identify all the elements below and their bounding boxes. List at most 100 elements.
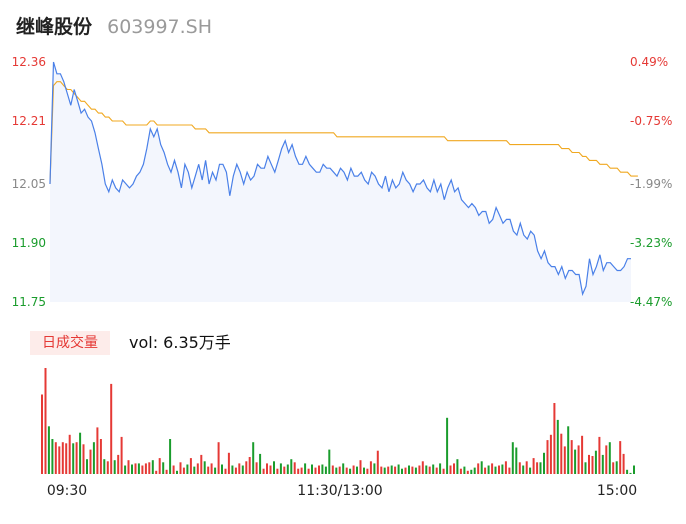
volume-bar (120, 436, 123, 474)
volume-bar (179, 462, 182, 474)
volume-bar (113, 460, 116, 474)
volume-bars-layer (41, 368, 635, 474)
volume-bar (86, 459, 88, 474)
volume-bar (51, 439, 54, 474)
volume-bar (366, 468, 369, 474)
volume-bar (151, 460, 154, 474)
volume-bar (304, 463, 307, 474)
volume-bar (539, 462, 542, 474)
volume-bar (307, 468, 310, 474)
stock-header: 继峰股份 603997.SH (16, 12, 212, 40)
volume-bar (148, 462, 151, 474)
volume-bar (446, 417, 449, 474)
average-price-line (49, 81, 638, 185)
volume-bar (54, 442, 57, 474)
price-tick-label: 12.21 (12, 114, 46, 128)
volume-bar (283, 466, 286, 474)
volume-bar (214, 467, 217, 474)
volume-bar (612, 462, 615, 474)
volume-bar (390, 465, 393, 474)
volume-bar (414, 467, 417, 474)
volume-bar (300, 467, 303, 474)
volume-bar (273, 461, 275, 474)
volume-bar (525, 461, 528, 474)
volume-bar (279, 463, 282, 474)
volume-bar (196, 463, 199, 474)
volume-bar (286, 464, 289, 474)
volume-bar (182, 467, 185, 474)
volume-bar (141, 465, 144, 474)
time-tick-label: 15:00 (597, 483, 637, 499)
volume-bar (387, 466, 390, 474)
volume-bar (79, 432, 82, 474)
volume-bar (72, 443, 75, 474)
volume-bar (491, 463, 494, 474)
price-lines-layer (49, 61, 638, 297)
volume-bar (238, 463, 241, 474)
volume-bar (137, 463, 140, 474)
volume-bar (75, 442, 78, 474)
volume-bar (570, 440, 573, 474)
volume-bar (588, 454, 590, 474)
volume-bar (556, 419, 559, 474)
volume-bar (338, 466, 341, 474)
volume-bar (598, 436, 601, 474)
volume-bar (574, 449, 577, 474)
volume-bar (567, 426, 570, 474)
volume-bar (186, 464, 189, 474)
volume-bar (252, 442, 255, 474)
volume-bar (217, 442, 220, 474)
volume-bar (394, 466, 397, 474)
percent-tick-label: -0.75% (630, 114, 672, 128)
volume-bar (176, 470, 178, 474)
volume-bar (321, 464, 324, 474)
volume-bar (435, 467, 438, 474)
volume-bar (494, 466, 497, 474)
volume-tab[interactable]: 日成交量 (30, 331, 110, 355)
volume-bar (221, 464, 223, 474)
volume-bar (449, 465, 452, 474)
volume-bar (41, 394, 43, 474)
percent-tick-label: -4.47% (630, 295, 672, 309)
stock-name: 继峰股份 (16, 16, 93, 38)
volume-bar (207, 466, 210, 474)
percent-tick-label: -1.99% (630, 177, 672, 191)
volume-bar (487, 465, 490, 474)
volume-bar (290, 459, 293, 474)
volume-bar (411, 466, 414, 474)
price-tick-label: 12.05 (12, 177, 46, 191)
volume-bar (314, 467, 317, 474)
volume-bar (504, 461, 507, 474)
volume-bar (380, 466, 383, 474)
volume-bar (131, 464, 133, 474)
volume-bar (626, 469, 629, 474)
volume-bar (629, 472, 632, 474)
volume-bar (532, 458, 535, 474)
volume-bar (376, 450, 379, 474)
volume-bar (501, 464, 504, 474)
volume-bar (189, 458, 192, 474)
price-area (50, 62, 631, 302)
volume-bar (633, 465, 635, 474)
volume-bar (65, 443, 68, 474)
volume-bar (432, 464, 435, 474)
volume-bar (553, 403, 556, 474)
volume-bar (363, 467, 365, 474)
volume-bar (47, 426, 50, 474)
volume-bar (518, 462, 521, 474)
volume-bar (466, 470, 469, 474)
volume-bar (591, 456, 594, 474)
volume-bar (262, 468, 265, 474)
volume-bar (459, 468, 462, 474)
volume-bar (117, 454, 120, 474)
volume-bar (200, 454, 203, 474)
volume-bar (110, 383, 113, 474)
volume-bar (297, 468, 300, 474)
volume-bar (511, 442, 514, 474)
volume-bar (241, 465, 244, 474)
volume-bar (546, 440, 549, 474)
volume-bar (383, 467, 386, 474)
volume-bar (172, 465, 175, 474)
volume-bar (349, 468, 352, 474)
volume-bar (418, 465, 421, 474)
